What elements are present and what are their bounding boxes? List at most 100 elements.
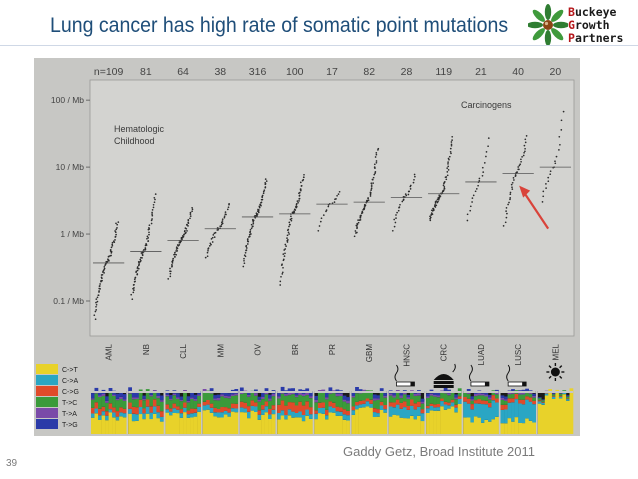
spectrum-segment	[94, 387, 99, 392]
spectrum-segment	[169, 395, 173, 399]
spectrum-segment	[98, 415, 102, 420]
data-point	[185, 227, 188, 230]
data-point	[359, 219, 362, 221]
spectrum-segment	[190, 417, 194, 434]
data-point	[281, 271, 284, 274]
data-point	[140, 259, 142, 262]
spectrum-segment	[186, 396, 191, 401]
spectrum-segment	[443, 401, 448, 405]
spectrum-top-edge	[165, 391, 201, 393]
data-point	[148, 227, 150, 229]
spectrum-segment	[372, 394, 377, 399]
spectrum-segment	[406, 406, 411, 410]
spectrum-segment	[417, 401, 421, 407]
spectrum-segment	[277, 419, 281, 434]
data-point	[542, 195, 545, 198]
data-point	[141, 257, 143, 259]
spectrum-segment	[399, 408, 404, 418]
spectrum-segment	[406, 409, 411, 419]
spectrum-segment	[254, 402, 258, 407]
spectrum-segment	[131, 399, 136, 407]
spectrum-segment	[190, 398, 194, 409]
spectrum-top-edge	[202, 391, 238, 393]
data-point	[430, 209, 433, 212]
spectrum-segment	[202, 391, 207, 402]
spectrum-segment	[500, 399, 505, 405]
spectrum-segment	[484, 394, 489, 397]
sun-ray	[548, 375, 552, 379]
spectrum-segment	[277, 398, 281, 405]
spectrum-segment	[280, 410, 285, 416]
data-point	[263, 189, 266, 192]
spectrum-segment	[152, 392, 157, 400]
spectrum-segment	[298, 395, 303, 402]
data-point	[191, 206, 193, 209]
data-point	[133, 283, 135, 286]
data-point	[554, 162, 557, 165]
data-point	[287, 228, 290, 231]
spectrum-segment	[358, 404, 363, 408]
spectrum-segment	[216, 397, 221, 401]
spectrum-segment	[264, 394, 269, 402]
spectrum-segment	[372, 400, 377, 409]
highlight-arrowhead	[519, 185, 531, 198]
data-point	[111, 244, 114, 247]
spectrum-segment	[294, 391, 299, 396]
data-point	[175, 246, 178, 249]
data-point	[518, 164, 521, 167]
data-point	[336, 194, 338, 197]
spectrum-segment	[138, 389, 143, 400]
spectrum-segment	[473, 403, 478, 417]
spectrum-segment	[500, 395, 505, 398]
spectrum-segment	[392, 395, 397, 398]
spectrum-segment	[105, 402, 109, 412]
spectrum-segment	[247, 396, 251, 407]
data-point	[169, 272, 172, 275]
spectrum-segment	[305, 401, 310, 410]
spectrum-segment	[206, 390, 210, 400]
spectrum-segment	[264, 388, 269, 392]
data-point	[206, 255, 209, 258]
spectrum-segment	[257, 399, 262, 402]
spectrum-segment	[105, 396, 109, 401]
spectrum-segment	[541, 402, 546, 403]
spectrum-segment	[268, 400, 272, 409]
spectrum-segment	[108, 409, 113, 413]
spectrum-segment	[179, 413, 184, 418]
spectrum-segment	[169, 411, 173, 416]
spectrum-segment	[321, 402, 326, 408]
legend-swatch	[36, 375, 58, 385]
spectrum-segment	[223, 410, 228, 415]
spectrum-segment	[470, 400, 475, 404]
spectrum-segment	[413, 403, 418, 410]
spectrum-segment	[257, 410, 262, 415]
sample-count-label: 82	[363, 66, 375, 78]
spectrum-segment	[119, 393, 123, 397]
spectrum-segment	[172, 408, 177, 413]
spectrum-segment	[376, 399, 381, 410]
data-point	[282, 253, 285, 255]
data-point	[131, 298, 134, 301]
spectrum-segment	[287, 395, 292, 403]
data-point	[242, 265, 245, 268]
spectrum-segment	[507, 392, 512, 395]
spectrum-segment	[169, 398, 173, 401]
spectrum-segment	[365, 398, 370, 402]
spectrum-segment	[504, 409, 508, 424]
spectrum-segment	[119, 396, 123, 399]
spectrum-segment	[541, 402, 546, 405]
spectrum-segment	[429, 393, 434, 396]
data-point	[442, 189, 445, 192]
spectrum-segment	[413, 419, 418, 434]
data-point	[474, 190, 477, 193]
spectrum-segment	[220, 407, 225, 413]
spectrum-segment	[504, 396, 508, 400]
spectrum-segment	[213, 407, 218, 413]
spectrum-segment	[169, 408, 173, 412]
spectrum-segment	[135, 420, 140, 434]
spectrum-segment	[115, 416, 120, 421]
spectrum-segment	[470, 409, 475, 423]
spectrum-segment	[335, 411, 340, 416]
data-point	[558, 135, 561, 138]
data-point	[264, 181, 267, 184]
